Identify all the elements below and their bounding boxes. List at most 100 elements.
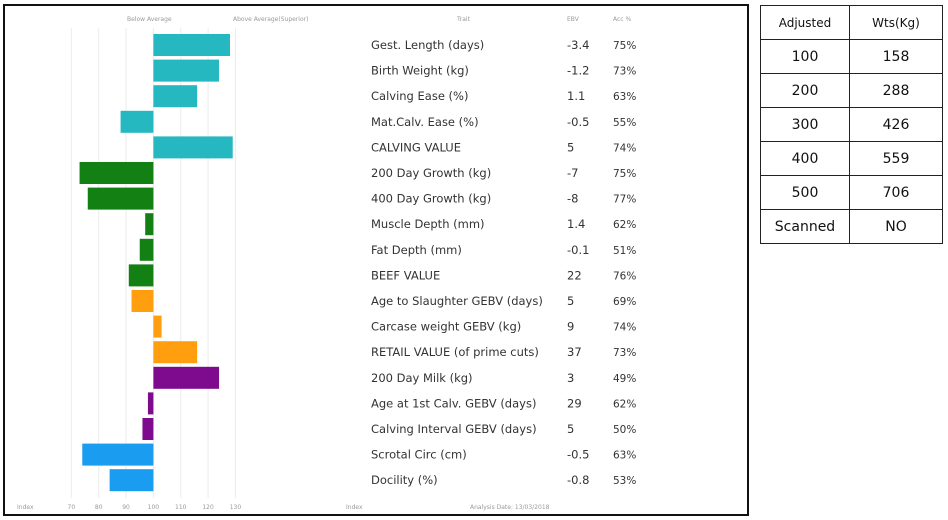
ebv-value: 5 (567, 422, 574, 436)
weight-cell: 288 (849, 73, 943, 108)
trait-label: Carcase weight GEBV (kg) (371, 320, 521, 334)
trait-label: Mat.Calv. Ease (%) (371, 115, 479, 129)
x-tick-label: 120 (202, 504, 214, 511)
table-row: 500 706 (760, 175, 943, 210)
acc-header: Acc % (613, 16, 632, 23)
trait-label: Birth Weight (kg) (371, 64, 469, 78)
x-tick-label: 70 (68, 504, 76, 511)
trait-label: RETAIL VALUE (of prime cuts) (371, 345, 539, 359)
trait-label: 200 Day Milk (kg) (371, 371, 473, 385)
adjusted-cell: 300 (760, 107, 850, 142)
ebv-value: 29 (567, 396, 582, 410)
x-tick-label: 80 (95, 504, 103, 511)
bar-8 (139, 238, 154, 261)
trait-label: 400 Day Growth (kg) (371, 192, 491, 206)
ebv-value: -0.5 (567, 115, 589, 129)
bar-6 (87, 187, 154, 210)
below-average-label: Below Average (127, 16, 172, 23)
x-tick-label: 90 (122, 504, 130, 511)
ebv-value: -8 (567, 192, 578, 206)
ebv-value: 3 (567, 371, 574, 385)
trait-label: Gest. Length (days) (371, 38, 484, 52)
bar-16 (82, 443, 154, 466)
bar-5 (79, 162, 154, 184)
acc-value: 76% (613, 270, 636, 282)
trait-label: Muscle Depth (mm) (371, 217, 485, 231)
ebv-value: 5 (567, 294, 574, 308)
bar-15 (142, 418, 154, 440)
ebv-chart-panel: Below Average Above Average(Superior) Trai… (3, 4, 749, 516)
acc-value: 55% (613, 117, 636, 129)
acc-value: 62% (613, 219, 636, 231)
adjusted-cell: 100 (760, 39, 850, 74)
trait-label: 200 Day Growth (kg) (371, 166, 491, 180)
weight-cell: 706 (849, 175, 943, 210)
acc-value: 53% (613, 475, 636, 487)
table-row: 300 426 (760, 107, 943, 142)
acc-value: 51% (613, 245, 636, 257)
header-wts-kg: Wts(Kg) (849, 5, 943, 40)
ebv-value: -0.5 (567, 448, 589, 462)
trait-label: Fat Depth (mm) (371, 243, 462, 257)
acc-value: 74% (613, 322, 636, 334)
ebv-value: 9 (567, 320, 574, 334)
trait-label: Age to Slaughter GEBV (days) (371, 294, 543, 308)
above-average-label: Above Average(Superior) (233, 16, 308, 23)
index-axis-label: Index (17, 504, 34, 511)
acc-value: 49% (613, 373, 636, 385)
adjusted-weights-table: Adjusted Wts(Kg) 100 158 200 288 300 426… (760, 5, 943, 244)
acc-value: 77% (613, 194, 636, 206)
analysis-date: Analysis Date: 13/03/2018 (470, 504, 550, 511)
table-row: 400 559 (760, 141, 943, 176)
weight-cell: 559 (849, 141, 943, 176)
ebv-value: 5 (567, 140, 574, 154)
acc-value: 75% (613, 168, 636, 180)
bar-9 (128, 264, 154, 287)
trait-label: Calving Ease (%) (371, 89, 468, 103)
scanned-value-cell: NO (849, 209, 943, 244)
acc-value: 74% (613, 142, 636, 154)
trait-label: Scrotal Circ (cm) (371, 448, 467, 462)
trait-label: Docility (%) (371, 473, 438, 487)
bar-17 (109, 469, 154, 492)
trait-label: CALVING VALUE (371, 140, 461, 154)
acc-value: 75% (613, 40, 636, 52)
bar-4 (153, 136, 233, 159)
ebv-value: 1.1 (567, 89, 585, 103)
bar-2 (153, 85, 198, 108)
ebv-value: -1.2 (567, 64, 589, 78)
ebv-value: -0.1 (567, 243, 589, 257)
adjusted-cell: 400 (760, 141, 850, 176)
table-row: 100 158 (760, 39, 943, 74)
ebv-value: -0.8 (567, 473, 589, 487)
weight-cell: 158 (849, 39, 943, 74)
acc-value: 73% (613, 347, 636, 359)
acc-value: 73% (613, 66, 636, 78)
bar-14 (147, 392, 154, 415)
scanned-label-cell: Scanned (760, 209, 850, 244)
ebv-value: 1.4 (567, 217, 585, 231)
bar-0 (153, 34, 230, 56)
bar-12 (153, 341, 198, 364)
bar-1 (153, 59, 220, 82)
table-row: 200 288 (760, 73, 943, 108)
trait-label: BEEF VALUE (371, 268, 440, 282)
bar-11 (153, 315, 162, 338)
ebv-header: EBV (567, 16, 580, 23)
ebv-value: 22 (567, 268, 582, 282)
weights-table-header-row: Adjusted Wts(Kg) (760, 5, 943, 40)
bar-7 (145, 213, 154, 236)
bar-10 (131, 290, 154, 312)
acc-value: 63% (613, 91, 636, 103)
table-row: Scanned NO (760, 209, 943, 244)
acc-value: 50% (613, 424, 636, 436)
x-tick-label: 100 (148, 504, 160, 511)
header-adjusted: Adjusted (760, 5, 850, 40)
x-tick-label: 130 (230, 504, 242, 511)
breed-index-label: Index (346, 504, 363, 511)
acc-value: 62% (613, 398, 636, 410)
x-tick-label: 110 (175, 504, 187, 511)
trait-label: Calving Interval GEBV (days) (371, 422, 537, 436)
adjusted-cell: 200 (760, 73, 850, 108)
bar-3 (120, 110, 154, 133)
